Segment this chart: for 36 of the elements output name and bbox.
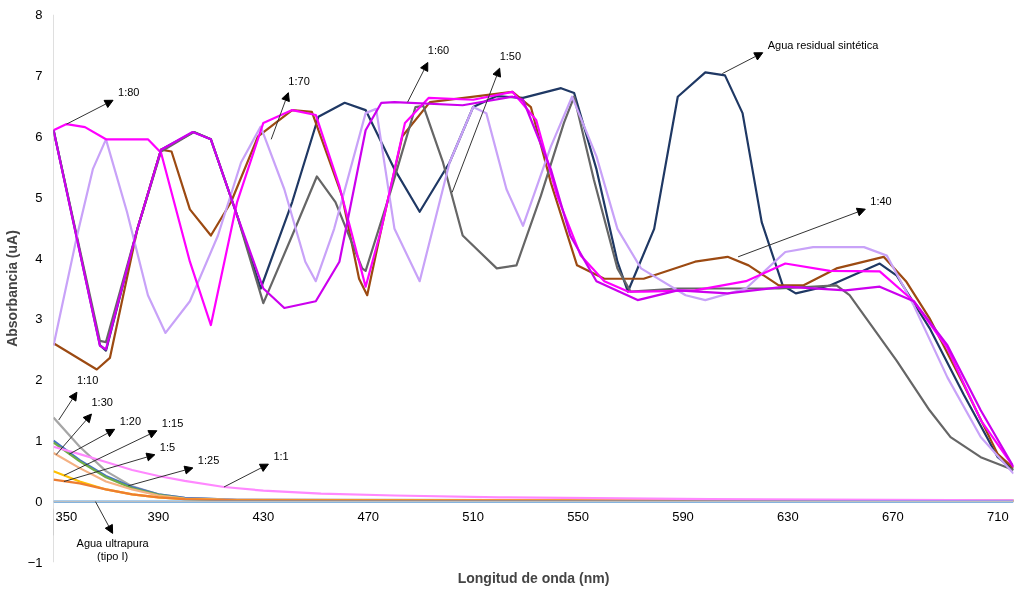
annotation: 1:30 xyxy=(91,396,113,409)
x-tick-label: 470 xyxy=(357,508,380,524)
annotation: 1:1 xyxy=(273,450,289,463)
x-tick-label: 390 xyxy=(147,508,170,524)
y-tick-label: −1 xyxy=(27,555,43,570)
x-tick-label: 550 xyxy=(567,508,589,524)
x-tick-label: 630 xyxy=(777,508,799,524)
x-tick-label: 590 xyxy=(672,508,694,524)
y-axis-title: Absorbancia (uA) xyxy=(3,230,20,347)
annotation: 1:15 xyxy=(161,416,184,429)
y-tick-label: 0 xyxy=(35,494,43,510)
annotation: 1:70 xyxy=(288,74,310,87)
annotation: 1:80 xyxy=(118,86,140,99)
x-tick-label: 670 xyxy=(882,508,904,524)
x-tick-label: 430 xyxy=(252,508,275,524)
y-tick-label: 5 xyxy=(35,189,43,205)
x-tick-label: 350 xyxy=(55,508,78,524)
annotation: 1:5 xyxy=(159,440,176,453)
annotation: 1:10 xyxy=(76,374,99,387)
annotation: 1:40 xyxy=(870,195,892,208)
x-tick-label: 710 xyxy=(986,508,1009,524)
y-tick-label: 1 xyxy=(35,433,43,449)
annotation: Agua ultrapura (tipo I) xyxy=(76,537,150,563)
annotation: 1:60 xyxy=(427,44,450,57)
y-tick-label: 2 xyxy=(35,372,43,388)
y-tick-label: 7 xyxy=(35,67,43,83)
y-tick-label: 4 xyxy=(35,250,43,266)
y-tick-label: 6 xyxy=(35,128,43,144)
annotation: 1:50 xyxy=(499,50,522,63)
annotation: Agua residual sintética xyxy=(767,38,880,51)
x-axis-title: Longitud de onda (nm) xyxy=(457,569,610,586)
annotation: 1:25 xyxy=(197,453,220,466)
x-tick-label: 510 xyxy=(462,508,485,524)
y-tick-label: 3 xyxy=(35,311,43,327)
annotation: 1:20 xyxy=(119,415,142,428)
y-tick-label: 8 xyxy=(35,7,43,22)
